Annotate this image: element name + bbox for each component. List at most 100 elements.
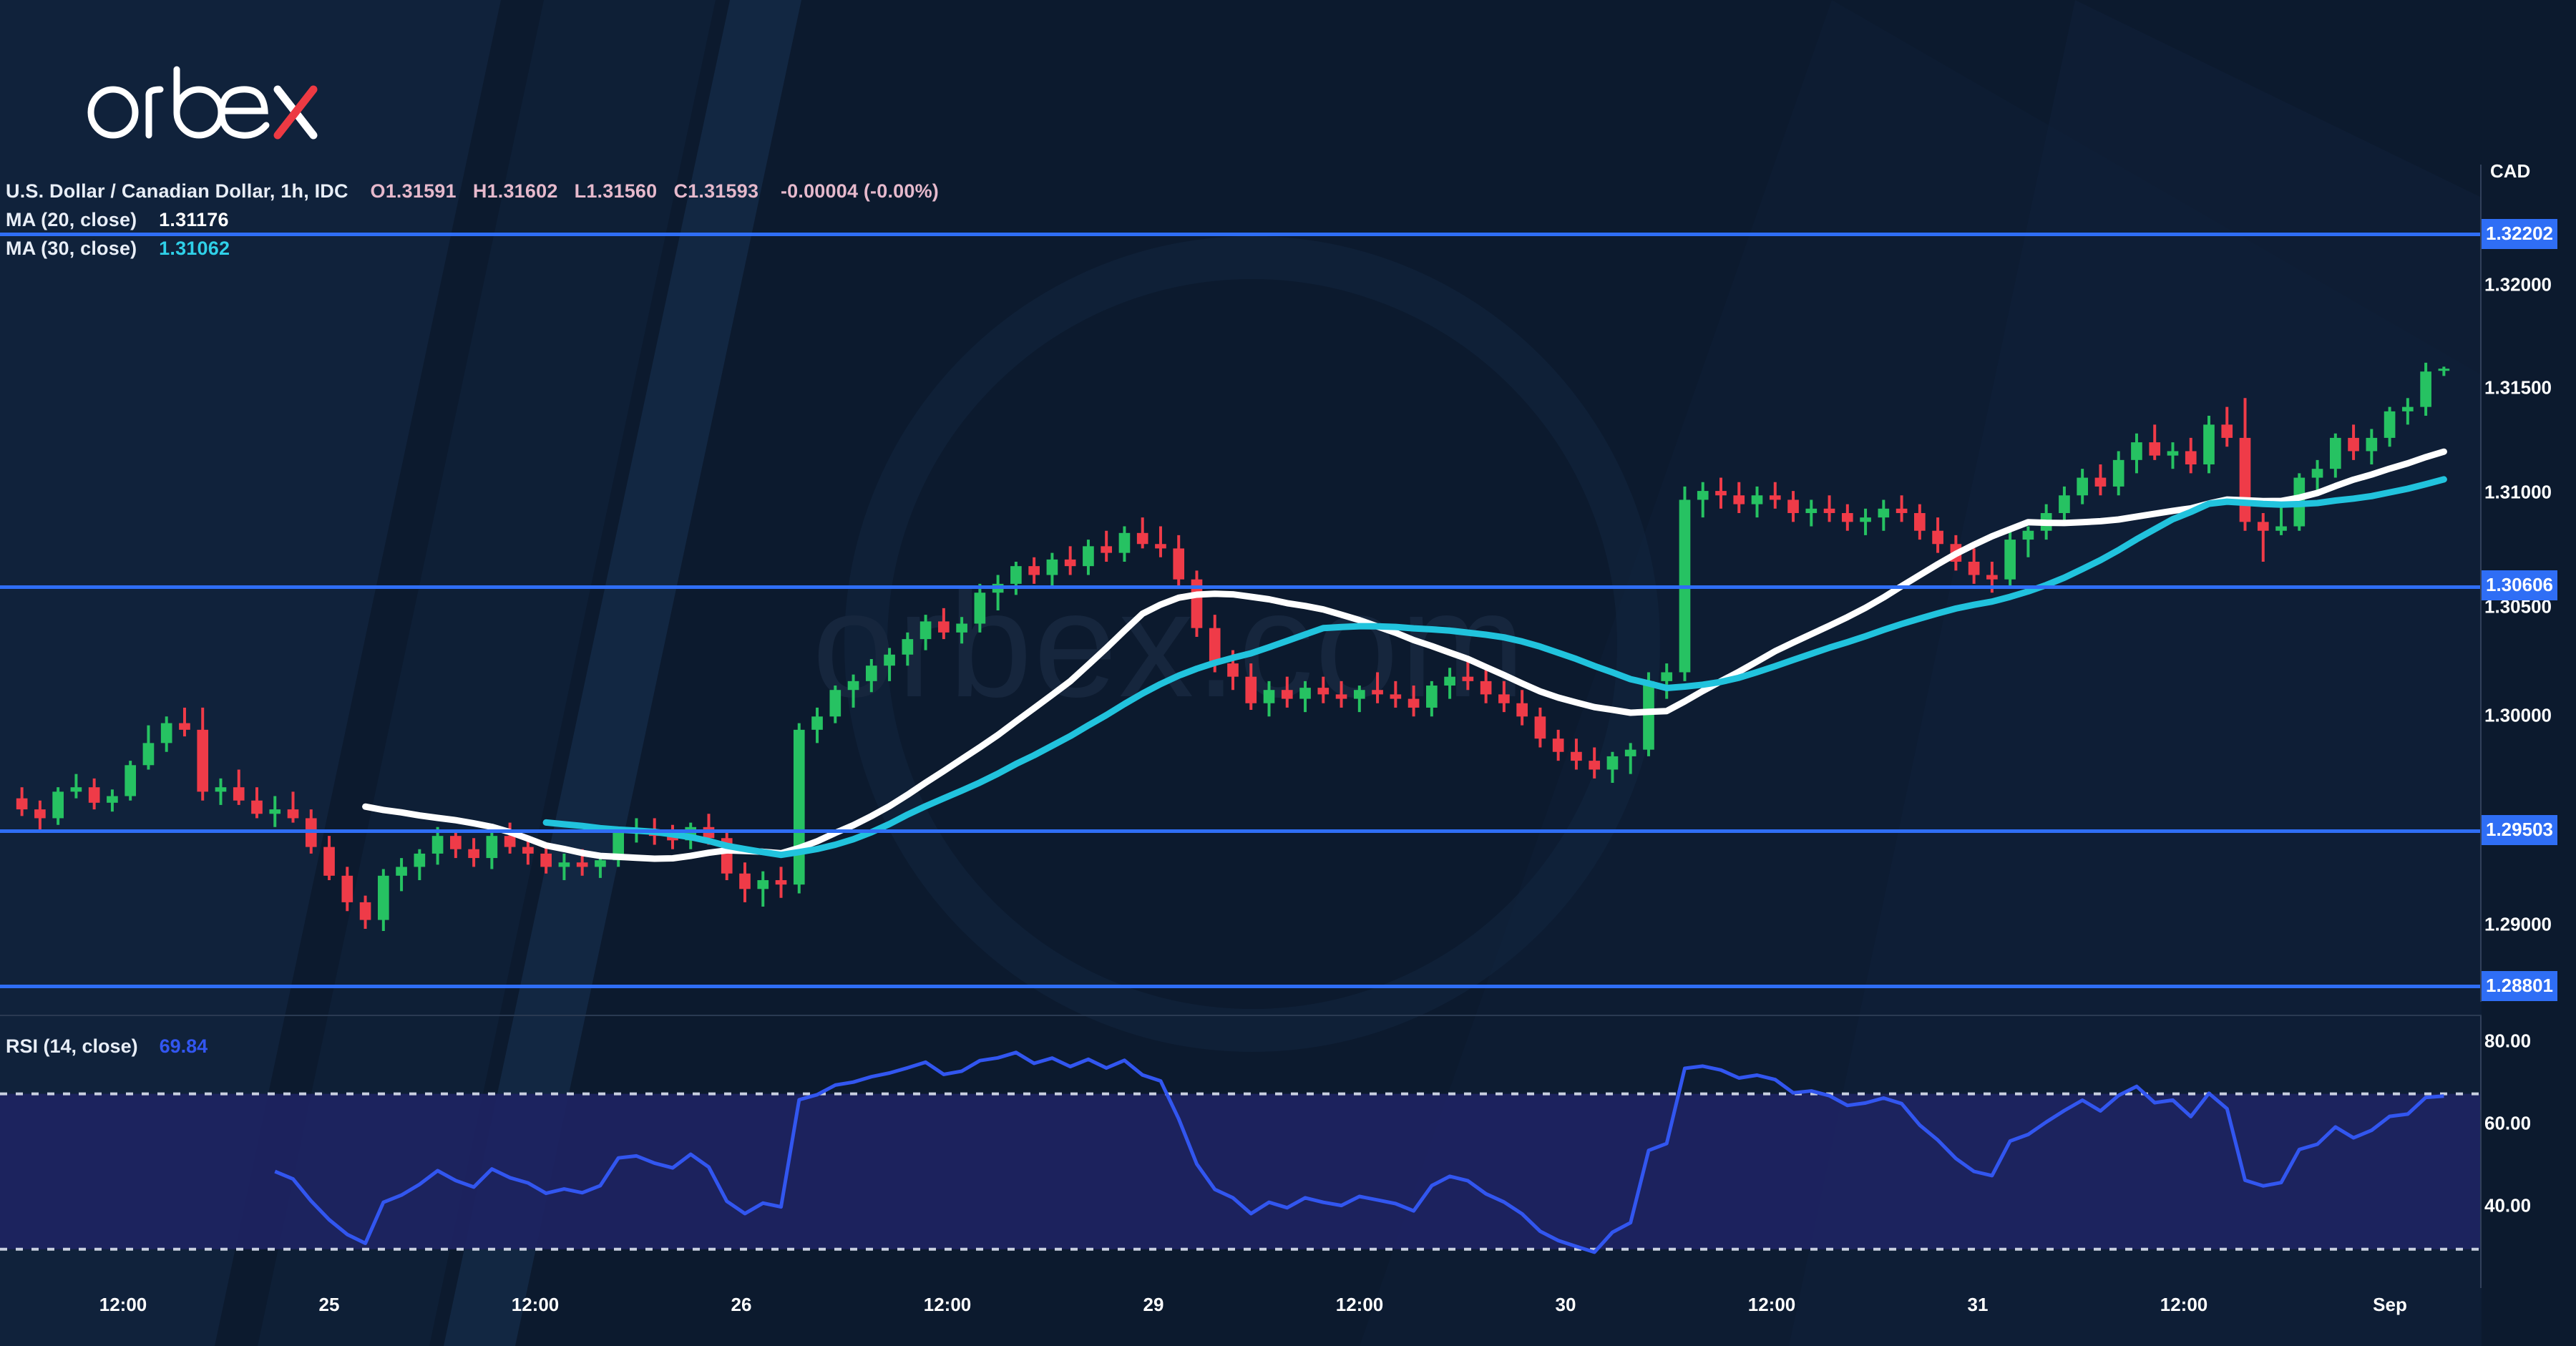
price-tag-0: 1.32202 (2482, 219, 2557, 249)
candle-body (215, 787, 227, 792)
candle-body (1823, 508, 1835, 513)
open-value: 1.31591 (385, 180, 457, 202)
rsi-plot[interactable] (0, 1016, 2482, 1288)
candle-body (1751, 495, 1763, 504)
candle-body (1064, 559, 1076, 567)
high-label: H (472, 180, 487, 202)
candle-body (142, 743, 155, 766)
candle-body (1281, 690, 1293, 699)
level-line-1[interactable] (0, 233, 2482, 236)
time-tick-1: 25 (318, 1294, 340, 1315)
price-axis-divider (2480, 165, 2482, 1002)
price-tag-3: 1.28801 (2482, 971, 2557, 1001)
candle-body (414, 853, 426, 867)
level-line-3[interactable] (0, 829, 2482, 834)
candle-body (16, 798, 28, 810)
time-axis[interactable]: 12:00 25 12:00 26 12:00 29 12:00 30 12:00 31 12:00… (0, 1288, 2482, 1331)
candle-body (2131, 442, 2142, 460)
candle-body (1878, 508, 1890, 518)
candle-body (1769, 495, 1781, 500)
candle-body (2185, 451, 2197, 465)
candle-body (1010, 566, 1022, 584)
candle-body (197, 729, 209, 792)
candle-body (1534, 716, 1546, 739)
price-tick-1: 1.31500 (2484, 376, 2552, 399)
candle-body (396, 867, 407, 876)
candle-body (1083, 546, 1094, 567)
high-value: 1.31602 (487, 180, 558, 202)
candle-body (1317, 688, 1330, 695)
candle-body (2094, 477, 2107, 487)
candle-body (1896, 508, 1908, 513)
candle-body (450, 836, 462, 849)
ma20-label: MA (20, close) (6, 209, 137, 230)
candle-body (884, 654, 895, 666)
candle-body (2275, 526, 2287, 531)
symbol-label: U.S. Dollar / Canadian Dollar, 1h, IDC (6, 180, 348, 202)
currency-label: CAD (2490, 160, 2531, 182)
candle-body (793, 729, 805, 885)
candle-body (1353, 690, 1365, 699)
candle-body (1697, 491, 1709, 500)
candle-body (1860, 517, 1871, 522)
candle-body (1643, 681, 1654, 750)
candle-body (1407, 698, 1420, 708)
level-line-2[interactable] (0, 585, 2482, 590)
rsi-tick-2: 40.00 (2484, 1194, 2532, 1216)
candle-body (1968, 561, 1980, 575)
candle-body (2329, 437, 2341, 469)
candle-body (107, 796, 118, 803)
candle-body (613, 831, 625, 861)
candle-body (540, 853, 552, 867)
rsi-axis-divider (2480, 1016, 2482, 1288)
candle-body (1263, 690, 1275, 703)
candle-body (2366, 437, 2378, 452)
candle-body (2384, 411, 2396, 438)
price-tag-2: 1.29503 (2482, 815, 2557, 845)
time-tick-8: 12:00 (1747, 1294, 1796, 1315)
candle-body (1444, 676, 1455, 686)
candle-body (1841, 512, 1853, 522)
candle-body (2004, 540, 2016, 580)
candle-body (287, 809, 299, 819)
ma30-value: 1.31062 (159, 238, 230, 259)
candle-body (431, 836, 444, 854)
candle-body (1046, 559, 1058, 575)
price-tick-5: 1.29000 (2484, 913, 2552, 935)
ma20-line (362, 448, 2447, 862)
ma30-line (542, 476, 2447, 859)
candle-body (2311, 469, 2323, 478)
price-plot[interactable] (0, 0, 2482, 1002)
time-tick-9: 31 (1967, 1294, 1989, 1315)
candle-body (1589, 761, 1601, 770)
candle-body (341, 875, 353, 902)
candle-body (829, 690, 841, 717)
candle-body (1155, 544, 1166, 549)
candle-body (1028, 566, 1040, 575)
candle-body (486, 836, 498, 859)
price-axis[interactable] (2482, 0, 2576, 1346)
candle-body (956, 623, 967, 633)
ma20-value: 1.31176 (159, 209, 229, 230)
candle-body (1101, 546, 1113, 553)
candle-body (70, 787, 82, 792)
level-line-4[interactable] (0, 985, 2482, 988)
candle-body (2112, 459, 2124, 487)
candle-body (1480, 681, 1492, 695)
candle-body (1552, 738, 1564, 752)
rsi-tick-1: 60.00 (2484, 1112, 2532, 1134)
rsi-tick-0: 80.00 (2484, 1030, 2532, 1052)
time-tick-4: 12:00 (923, 1294, 972, 1315)
symbol-ohlc-line: U.S. Dollar / Canadian Dollar, 1h, IDC O… (6, 180, 939, 203)
candle-body (2438, 369, 2450, 371)
candle-body (847, 681, 859, 691)
candle-body (1733, 495, 1745, 504)
candle-body (2077, 477, 2089, 496)
rsi-value: 69.84 (159, 1035, 208, 1057)
candle-body (865, 665, 877, 681)
candle-body (2420, 371, 2431, 407)
candle-body (1498, 694, 1510, 703)
low-value: 1.31560 (586, 180, 658, 202)
low-label: L (574, 180, 587, 202)
